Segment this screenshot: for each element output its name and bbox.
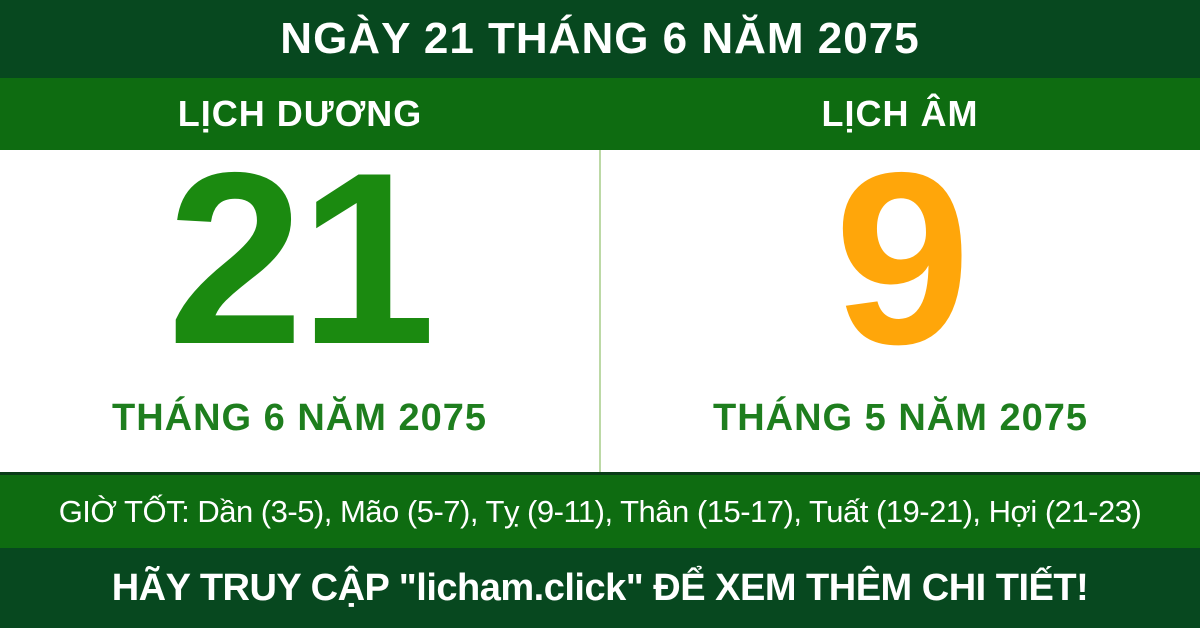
- date-title: NGÀY 21 THÁNG 6 NĂM 2075: [280, 14, 920, 63]
- good-hours-text: GIỜ TỐT: Dần (3-5), Mão (5-7), Tỵ (9-11)…: [58, 493, 1142, 529]
- solar-month-year-label: THÁNG 6 NĂM 2075: [112, 397, 487, 439]
- lunar-calendar-label: LỊCH ÂM: [821, 93, 979, 134]
- solar-day-number: 21: [167, 150, 436, 395]
- panel-divider: [599, 150, 601, 472]
- date-header-bar: NGÀY 21 THÁNG 6 NĂM 2075: [0, 0, 1200, 78]
- lunar-month-year-label: THÁNG 5 NĂM 2075: [713, 397, 1088, 439]
- calendar-type-band: LỊCH DƯƠNG LỊCH ÂM: [0, 78, 1200, 150]
- footer-cta-text: HÃY TRUY CẬP "licham.click" ĐỂ XEM THÊM …: [111, 566, 1089, 609]
- solar-panel: 21 THÁNG 6 NĂM 2075: [0, 150, 599, 472]
- day-panels: 21 THÁNG 6 NĂM 2075 9 THÁNG 5 NĂM 2075: [0, 150, 1200, 472]
- solar-calendar-label: LỊCH DƯƠNG: [177, 93, 423, 134]
- good-hours-bar: GIỜ TỐT: Dần (3-5), Mão (5-7), Tỵ (9-11)…: [0, 472, 1200, 548]
- footer-bar: HÃY TRUY CẬP "licham.click" ĐỂ XEM THÊM …: [0, 548, 1200, 628]
- lunar-day-number: 9: [834, 150, 970, 395]
- lunar-panel: 9 THÁNG 5 NĂM 2075: [601, 150, 1200, 472]
